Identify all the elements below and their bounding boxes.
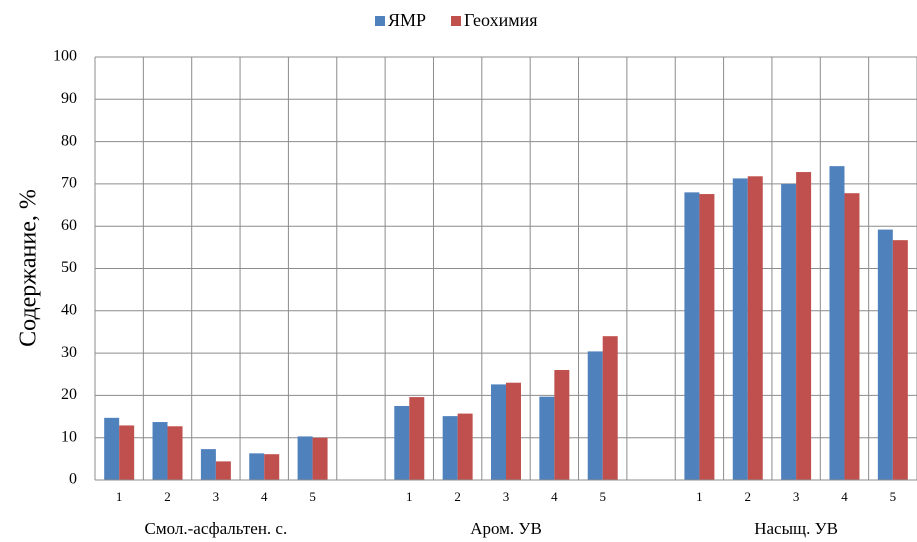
- bar: [539, 396, 555, 480]
- y-tick-label: 80: [61, 132, 77, 149]
- x-tick-label: 2: [454, 489, 461, 504]
- y-tick-label: 10: [61, 428, 77, 445]
- y-tick-label: 90: [61, 90, 77, 107]
- x-tick-label: 2: [745, 489, 752, 504]
- bar: [554, 370, 570, 480]
- y-tick-label: 30: [61, 344, 77, 361]
- y-tick-label: 0: [69, 471, 77, 488]
- bar: [442, 416, 458, 480]
- bar: [781, 183, 797, 480]
- group-label: Смол.-асфальтен. с.: [145, 519, 288, 538]
- y-tick-label: 50: [61, 259, 77, 276]
- bar: [409, 397, 425, 480]
- bar: [506, 382, 521, 480]
- bar: [457, 413, 473, 480]
- bar: [394, 405, 410, 480]
- y-tick-label: 100: [53, 48, 77, 65]
- bar: [747, 176, 763, 480]
- x-tick-label: 1: [406, 489, 413, 504]
- bar: [602, 336, 618, 480]
- x-tick-label: 3: [213, 489, 220, 504]
- legend-swatch: [375, 16, 385, 26]
- group-label: Аром. УВ: [470, 519, 542, 538]
- bar: [104, 417, 120, 480]
- x-tick-label: 1: [116, 489, 123, 504]
- x-tick-label: 5: [599, 489, 606, 504]
- bar: [684, 192, 700, 481]
- y-tick-label: 20: [61, 386, 77, 403]
- bar: [152, 422, 168, 480]
- x-tick-label: 3: [503, 489, 510, 504]
- x-tick-label: 3: [793, 489, 800, 504]
- legend-label: Геохимия: [464, 10, 538, 30]
- y-tick-label: 60: [61, 217, 77, 234]
- x-tick-label: 1: [696, 489, 703, 504]
- x-tick-label: 5: [890, 489, 897, 504]
- bar: [249, 453, 265, 480]
- bar: [200, 449, 216, 480]
- bar: [215, 461, 231, 480]
- bar: [844, 193, 860, 480]
- bar: [877, 229, 893, 480]
- x-tick-label: 4: [261, 489, 268, 504]
- bar: [167, 426, 183, 480]
- y-tick-label: 70: [61, 175, 77, 192]
- bar: [312, 437, 328, 480]
- x-tick-label: 5: [309, 489, 316, 504]
- x-tick-label: 2: [164, 489, 171, 504]
- y-tick-label: 40: [61, 301, 77, 318]
- bar: [491, 384, 506, 480]
- bar: [829, 166, 845, 480]
- bar: [732, 178, 748, 480]
- bar: [119, 425, 135, 480]
- bar: [587, 351, 603, 480]
- legend-label: ЯМР: [388, 10, 426, 30]
- group-label: Насыщ. УВ: [754, 519, 838, 538]
- bar: [297, 436, 313, 480]
- bar: [796, 172, 812, 480]
- x-tick-label: 4: [551, 489, 558, 504]
- x-tick-label: 4: [841, 489, 848, 504]
- bar: [892, 240, 908, 480]
- bar: [699, 194, 715, 480]
- legend-swatch: [451, 16, 461, 26]
- bar: [264, 454, 280, 480]
- y-axis-label: Содержание, %: [16, 189, 42, 347]
